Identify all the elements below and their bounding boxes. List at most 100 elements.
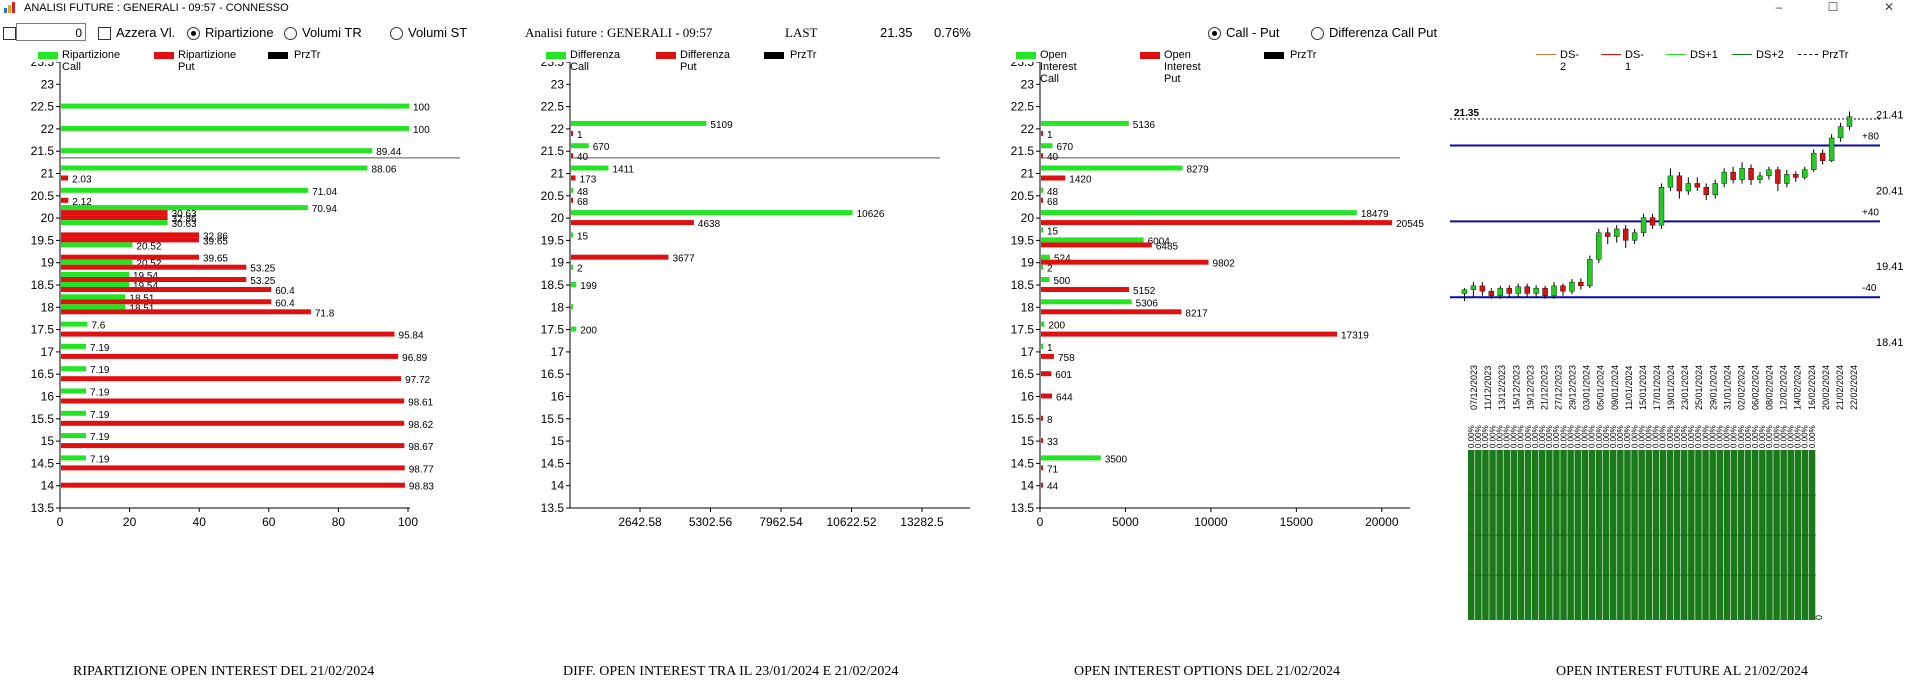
y-tick-label: 18	[1021, 300, 1035, 314]
bar-value-label: 2	[577, 264, 583, 275]
y-tick-label: 13.5	[541, 501, 565, 515]
put-bar	[1041, 309, 1182, 315]
volume-label: 0.00%	[1623, 425, 1632, 448]
call-bar	[61, 294, 126, 300]
call-bar	[61, 220, 168, 226]
close-button[interactable]: ✕	[1883, 0, 1895, 14]
legend-label: DS+2	[1756, 49, 1784, 61]
date-label: 12/02/2024	[1779, 365, 1789, 410]
legend-swatch-call	[546, 52, 566, 59]
put-bar	[61, 331, 395, 337]
put-bar	[61, 215, 168, 221]
bar-value-label: 200	[1048, 321, 1065, 332]
legend-label: PrzTr	[1290, 49, 1317, 61]
candle-body	[1649, 217, 1656, 226]
call-bar	[61, 304, 126, 310]
volume-label: 0.00%	[1659, 425, 1668, 448]
bar-value-label: 70.94	[312, 204, 337, 215]
candle-body	[1802, 169, 1808, 178]
bar-value-label: 98.61	[408, 398, 433, 409]
date-label: 17/01/2024	[1652, 365, 1662, 410]
minimize-button[interactable]: –	[1775, 0, 1783, 14]
price-axis-label: 21.41	[1876, 109, 1904, 121]
bar-value-label: 670	[1056, 142, 1073, 153]
bar-value-label: 758	[1058, 353, 1075, 364]
call-bar	[571, 143, 589, 149]
last-change: 0.76%	[934, 25, 971, 40]
bar-value-label: 3677	[672, 254, 695, 265]
volume-label: 0.00%	[1680, 425, 1689, 448]
y-tick-label: 22	[1021, 122, 1035, 136]
put-bar	[61, 197, 69, 203]
call-bar	[571, 120, 707, 126]
y-tick-label: 16.5	[31, 367, 55, 381]
volume-label: 0.00%	[1524, 425, 1533, 448]
legend-swatch-call	[1016, 52, 1036, 59]
bar-value-label: 20.52	[136, 241, 161, 252]
bar-value-label: 1420	[1069, 175, 1092, 186]
row-checkbox[interactable]	[3, 27, 16, 40]
call-bar	[61, 242, 133, 248]
bar-value-label: 670	[593, 142, 610, 153]
y-tick-label: 19.5	[1011, 233, 1035, 247]
diff-call-put-radio[interactable]	[1311, 27, 1324, 40]
call-bar	[1041, 227, 1043, 233]
volume-label: 0.00%	[1474, 425, 1483, 448]
call-bar	[61, 343, 87, 349]
bar-value-label: 60.4	[275, 298, 295, 309]
candle-body	[1622, 228, 1629, 241]
x-tick-label: 15000	[1280, 515, 1314, 529]
volumi-st-radio[interactable]	[390, 27, 403, 40]
y-tick-label: 22	[41, 122, 55, 136]
legend-label: Differenza Call	[570, 49, 620, 73]
maximize-button[interactable]: ☐	[1827, 0, 1839, 14]
call-bar	[571, 282, 577, 287]
y-tick-label: 21	[551, 167, 565, 181]
volume-label: 0.00%	[1552, 425, 1561, 448]
volume-label: 0.00%	[1581, 425, 1590, 448]
bar-value-label: 9802	[1213, 259, 1236, 270]
bar-value-label: 53.25	[250, 276, 275, 287]
bar-value-label: 71	[1047, 464, 1059, 475]
ripartizione-radio[interactable]	[187, 27, 200, 40]
legend-label: Open Interest Put	[1164, 49, 1201, 85]
y-tick-label: 19.5	[31, 233, 55, 247]
value-spinner[interactable]: 0	[16, 23, 86, 41]
volume-label: 0.00%	[1694, 425, 1703, 448]
y-tick-label: 17	[41, 345, 55, 359]
call-put-radio[interactable]	[1208, 27, 1221, 40]
bar-value-label: 500	[1054, 276, 1071, 287]
call-bar	[61, 321, 88, 327]
candle-body	[1846, 116, 1853, 127]
volumi-tr-radio[interactable]	[284, 27, 297, 40]
azzera-checkbox[interactable]	[98, 27, 111, 40]
volume-label: 0.00%	[1673, 425, 1682, 448]
date-label: 05/01/2024	[1596, 365, 1606, 410]
candle-body	[1837, 126, 1844, 139]
bar-value-label: 524	[1054, 254, 1071, 265]
volume-label: 0.00%	[1559, 425, 1568, 448]
legend-swatch-ds-2	[1536, 54, 1556, 55]
y-tick-label: 23.5	[1011, 62, 1035, 69]
put-bar	[1041, 220, 1393, 226]
call-bar	[61, 366, 87, 372]
x-tick-label: 2642.58	[618, 515, 662, 529]
volume-label: 0.00%	[1545, 425, 1554, 448]
open-interest-chart: 23.52322.52221.52120.52019.51918.51817.5…	[1011, 62, 1424, 529]
date-label: 07/12/2023	[1469, 365, 1479, 410]
diff-call-put-label: Differenza Call Put	[1329, 25, 1438, 40]
legend-swatch-put	[656, 52, 676, 59]
volume-label: 0.00%	[1566, 425, 1575, 448]
call-bar	[61, 272, 129, 277]
date-label: 06/02/2024	[1750, 365, 1760, 410]
put-bar	[61, 353, 399, 359]
bar-value-label: 100	[413, 103, 430, 114]
y-tick-label: 21.5	[541, 144, 565, 158]
y-tick-label: 21.5	[31, 144, 55, 158]
candle-body	[1461, 289, 1468, 294]
candle-body	[1631, 232, 1638, 241]
y-tick-label: 20.5	[31, 189, 55, 203]
put-bar	[571, 130, 573, 136]
y-tick-label: 14.5	[31, 456, 55, 470]
volume-label: 0.00%	[1481, 425, 1490, 448]
